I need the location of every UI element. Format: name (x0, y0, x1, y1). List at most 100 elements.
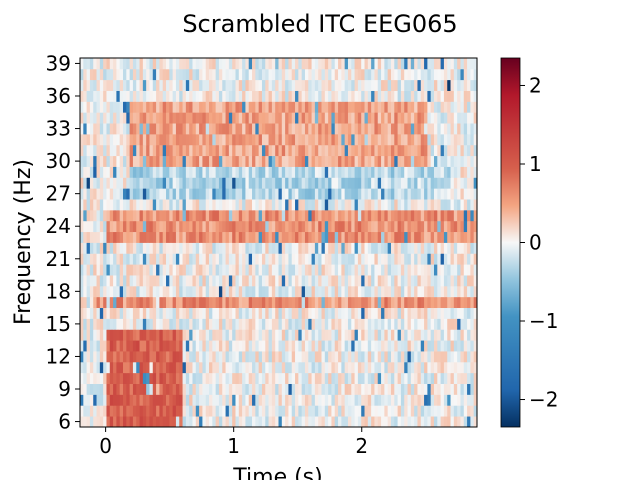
heatmap-cell (265, 188, 269, 200)
heatmap-cell (318, 166, 322, 178)
heatmap-cell (351, 361, 355, 374)
heatmap-cell (367, 372, 372, 384)
heatmap-cell (89, 112, 94, 124)
heatmap-cell (394, 79, 398, 91)
heatmap-cell (179, 133, 183, 146)
heatmap-cell (225, 144, 230, 157)
heatmap-cell (407, 188, 412, 200)
heatmap-cell (295, 307, 299, 319)
heatmap-cell (367, 329, 372, 341)
heatmap-cell (172, 264, 177, 276)
heatmap-cell (182, 416, 187, 427)
heatmap-cell (344, 209, 349, 222)
heatmap-cell (136, 199, 140, 211)
heatmap-cell (437, 405, 442, 417)
heatmap-cell (248, 112, 253, 124)
heatmap-cell (271, 133, 276, 146)
heatmap-cell (308, 285, 312, 298)
heatmap-cell (430, 68, 435, 81)
heatmap-cell (354, 296, 359, 309)
heatmap-cell (175, 285, 180, 298)
heatmap-cell (139, 79, 144, 91)
heatmap-cell (261, 199, 266, 211)
heatmap-cell (381, 329, 385, 341)
heatmap-cell (321, 231, 326, 243)
heatmap-cell (324, 90, 329, 102)
heatmap-cell (235, 79, 240, 91)
heatmap-cell (364, 264, 369, 276)
heatmap-cell (321, 155, 326, 167)
heatmap-cell (295, 209, 299, 222)
heatmap-cell (139, 58, 144, 70)
heatmap-cell (367, 166, 372, 178)
heatmap-cell (172, 231, 177, 243)
heatmap-cell (281, 329, 286, 341)
heatmap-cell (404, 253, 408, 265)
heatmap-cell (265, 253, 269, 265)
heatmap-cell (288, 329, 293, 341)
heatmap-cell (139, 166, 144, 178)
heatmap-cell (377, 133, 382, 146)
heatmap-cell (397, 166, 402, 178)
heatmap-cell (142, 58, 147, 70)
heatmap-cell (156, 209, 160, 222)
heatmap-cell (265, 383, 269, 395)
heatmap-cell (238, 318, 243, 330)
heatmap-cell (139, 383, 144, 395)
heatmap-cell (430, 264, 435, 276)
heatmap-cell (347, 253, 352, 265)
heatmap-cell (162, 253, 167, 265)
heatmap-cell (265, 199, 269, 211)
heatmap-cell (298, 351, 303, 363)
heatmap-cell (136, 90, 140, 102)
heatmap-cell (450, 416, 455, 427)
heatmap-cell (334, 209, 339, 222)
heatmap-cell (338, 220, 342, 233)
heatmap-cell (334, 340, 339, 352)
heatmap-cell (420, 361, 425, 374)
heatmap-cell (265, 340, 269, 352)
heatmap-cell (397, 372, 402, 384)
heatmap-cell (364, 79, 369, 91)
heatmap-cell (89, 340, 94, 352)
heatmap-cell (437, 394, 442, 406)
heatmap-cell (225, 253, 230, 265)
heatmap-cell (328, 155, 332, 167)
heatmap-cell (80, 351, 84, 363)
heatmap-cell (457, 68, 461, 81)
heatmap-cell (271, 296, 276, 309)
heatmap-cell (387, 101, 392, 113)
heatmap-cell (119, 296, 124, 309)
heatmap-cell (443, 177, 448, 189)
heatmap-cell (453, 361, 458, 374)
heatmap-cell (222, 199, 226, 211)
heatmap-cell (301, 383, 306, 395)
heatmap-cell (430, 188, 435, 200)
heatmap-cell (261, 361, 266, 374)
heatmap-cell (136, 166, 140, 178)
heatmap-cell (232, 231, 236, 243)
heatmap-cell (334, 166, 339, 178)
heatmap-cell (453, 383, 458, 395)
heatmap-cell (447, 123, 451, 135)
heatmap-cell (400, 166, 405, 178)
heatmap-cell (275, 394, 279, 406)
heatmap-cell (83, 405, 88, 417)
heatmap-cell (351, 383, 355, 395)
heatmap-cell (281, 264, 286, 276)
heatmap-cell (457, 112, 461, 124)
heatmap-cell (202, 361, 207, 374)
heatmap-cell (457, 383, 461, 395)
heatmap-cell (96, 231, 101, 243)
heatmap-cell (228, 188, 233, 200)
heatmap-cell (232, 112, 236, 124)
heatmap-cell (387, 166, 392, 178)
heatmap-cell (328, 383, 332, 395)
heatmap-cell (347, 318, 352, 330)
heatmap-cell (146, 307, 150, 319)
heatmap-cell (129, 318, 134, 330)
heatmap-cell (410, 79, 415, 91)
heatmap-cell (304, 242, 309, 254)
heatmap-cell (106, 133, 111, 146)
heatmap-cell (440, 112, 445, 124)
